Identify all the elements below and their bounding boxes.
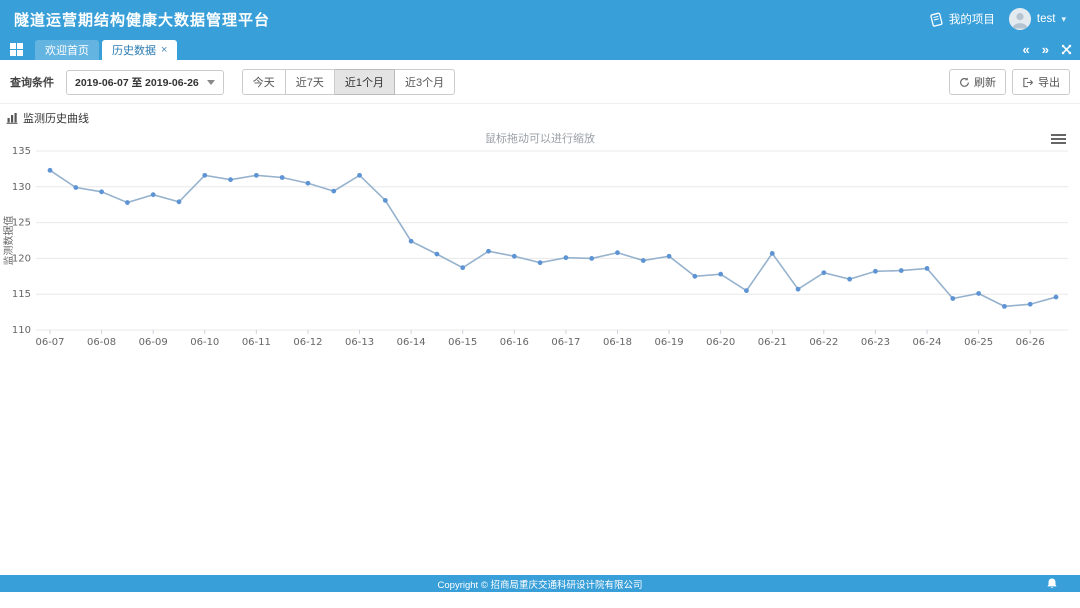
range-7days-button[interactable]: 近7天	[285, 69, 335, 95]
date-range-value: 2019-06-07 至 2019-06-26	[75, 76, 199, 89]
app-footer: Copyright © 招商局重庆交通科研设计院有限公司	[0, 575, 1080, 592]
svg-text:115: 115	[12, 289, 31, 300]
svg-text:06-25: 06-25	[964, 337, 993, 348]
notification-bell-icon[interactable]	[1046, 577, 1058, 595]
close-tab-icon[interactable]: ×	[161, 43, 168, 56]
svg-text:06-21: 06-21	[758, 337, 787, 348]
svg-text:125: 125	[12, 218, 31, 229]
svg-text:06-07: 06-07	[35, 337, 64, 348]
svg-text:06-14: 06-14	[397, 337, 426, 348]
tab-label: 欢迎首页	[45, 45, 89, 57]
svg-text:06-19: 06-19	[655, 337, 684, 348]
person-icon	[1008, 8, 1031, 30]
svg-text:110: 110	[12, 325, 31, 336]
app-header: 隧道运营期结构健康大数据管理平台 我的项目	[0, 0, 1080, 38]
svg-text:06-22: 06-22	[809, 337, 838, 348]
history-line-chart[interactable]: 鼠标拖动可以进行缩放 110 115 120 125 130 135 06-07 06-08 06…	[0, 126, 1080, 364]
toolbar-actions: 刷新 导出	[949, 69, 1070, 95]
copyright-text: Copyright © 招商局重庆交通科研设计院有限公司	[437, 579, 643, 591]
svg-text:06-13: 06-13	[345, 337, 374, 348]
svg-text:120: 120	[12, 253, 31, 264]
section-header: 监测历史曲线	[0, 104, 1080, 126]
tab-history-data[interactable]: 历史数据 ×	[102, 40, 178, 60]
refresh-icon	[960, 77, 969, 87]
svg-text:130: 130	[12, 182, 31, 193]
svg-text:06-17: 06-17	[551, 337, 580, 348]
avatar	[1008, 8, 1031, 30]
history-chart-panel: 鼠标拖动可以进行缩放 110 115 120 125 130 135 06-07 06-08 06…	[0, 126, 1080, 364]
svg-text:06-24: 06-24	[912, 337, 941, 348]
svg-text:06-08: 06-08	[87, 337, 116, 348]
username-label: test	[1036, 13, 1056, 25]
svg-text:06-11: 06-11	[242, 337, 271, 348]
svg-text:06-20: 06-20	[706, 337, 735, 348]
tab-welcome-home[interactable]: 欢迎首页	[35, 40, 99, 60]
my-projects-link[interactable]: 我的项目	[929, 11, 995, 27]
header-actions: 我的项目 test ▾	[929, 8, 1066, 30]
scroll-tabs-right-icon[interactable]: »	[1041, 42, 1049, 57]
book-icon	[930, 12, 943, 27]
chart-menu-icon[interactable]	[1051, 134, 1066, 146]
tab-label: 历史数据	[112, 45, 156, 57]
chart-icon	[6, 113, 18, 124]
svg-text:监测数据值: 监测数据值	[2, 216, 15, 266]
range-1month-button[interactable]: 近1个月	[334, 69, 396, 95]
content-spacer	[0, 364, 1080, 575]
svg-text:135: 135	[12, 146, 31, 157]
refresh-label: 刷新	[974, 77, 996, 89]
scroll-tabs-left-icon[interactable]: «	[1022, 42, 1030, 57]
svg-text:06-10: 06-10	[190, 337, 219, 348]
fullscreen-icon[interactable]	[1061, 44, 1072, 55]
filter-bar: 查询条件 2019-06-07 至 2019-06-26 今天 近7天 近1个月…	[0, 60, 1080, 104]
quick-range-group: 今天 近7天 近1个月 近3个月	[241, 69, 456, 95]
svg-text:鼠标拖动可以进行缩放: 鼠标拖动可以进行缩放	[485, 131, 595, 145]
apps-grid-icon[interactable]	[10, 43, 23, 56]
export-label: 导出	[1038, 77, 1060, 89]
svg-text:06-23: 06-23	[861, 337, 890, 348]
svg-text:06-09: 06-09	[139, 337, 168, 348]
page-title: 隧道运营期结构健康大数据管理平台	[14, 11, 271, 29]
svg-text:06-18: 06-18	[603, 337, 632, 348]
range-3months-button[interactable]: 近3个月	[395, 69, 456, 95]
section-title: 监测历史曲线	[23, 113, 89, 125]
main-content: 查询条件 2019-06-07 至 2019-06-26 今天 近7天 近1个月…	[0, 60, 1080, 575]
my-projects-label: 我的项目	[948, 14, 995, 26]
range-today-button[interactable]: 今天	[241, 69, 286, 95]
svg-text:06-15: 06-15	[448, 337, 477, 348]
date-range-picker[interactable]: 2019-06-07 至 2019-06-26	[66, 69, 224, 95]
svg-text:06-16: 06-16	[500, 337, 529, 348]
export-button[interactable]: 导出	[1012, 69, 1070, 95]
svg-text:06-26: 06-26	[1016, 337, 1045, 348]
bottom-strip	[0, 592, 1080, 608]
tab-bar: 欢迎首页 历史数据 × « »	[0, 38, 1080, 60]
chevron-down-icon: ▾	[1061, 13, 1066, 24]
user-menu[interactable]: test ▾	[1008, 8, 1066, 30]
query-conditions-label: 查询条件	[10, 77, 54, 89]
caret-down-icon	[206, 79, 215, 85]
export-icon	[1023, 77, 1033, 87]
tab-nav-controls: « »	[1023, 43, 1072, 60]
svg-text:06-12: 06-12	[293, 337, 322, 348]
refresh-button[interactable]: 刷新	[949, 69, 1006, 95]
